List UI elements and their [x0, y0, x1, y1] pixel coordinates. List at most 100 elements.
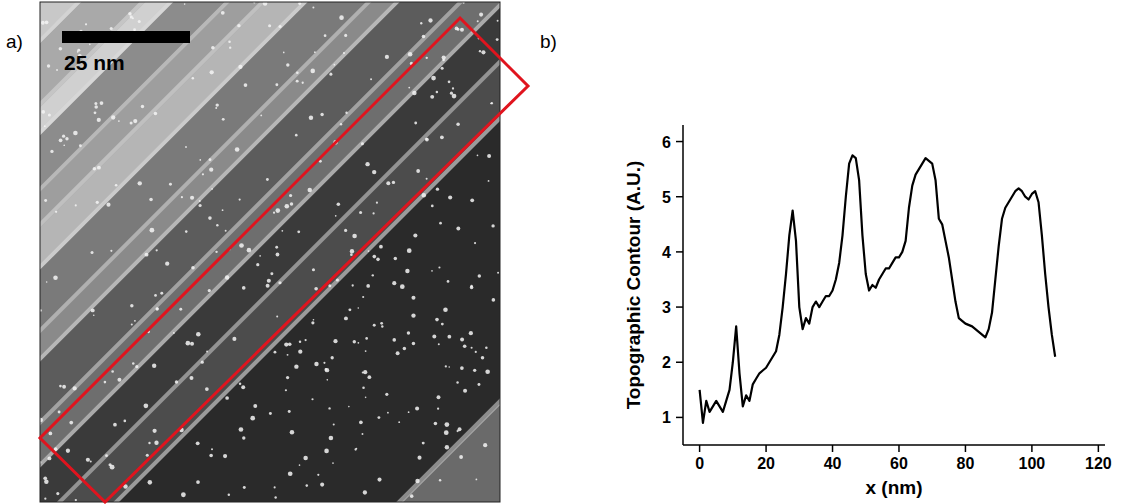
adsorbate [333, 423, 335, 425]
adsorbate [381, 325, 383, 327]
adsorbate [361, 142, 364, 145]
adsorbate [133, 119, 137, 123]
adsorbate [331, 356, 334, 359]
adsorbate [463, 344, 467, 348]
adsorbate [43, 476, 47, 480]
adsorbate [274, 486, 276, 488]
x-tick [832, 445, 834, 452]
adsorbate [146, 454, 149, 457]
adsorbate [148, 480, 153, 485]
adsorbate [266, 284, 270, 288]
scale-bar [62, 31, 190, 43]
adsorbate [270, 272, 273, 275]
adsorbate [202, 173, 204, 175]
adsorbate [496, 38, 499, 41]
adsorbate [66, 449, 70, 453]
adsorbate [41, 110, 45, 114]
adsorbate [189, 376, 193, 380]
adsorbate [460, 366, 464, 370]
y-tick [676, 141, 683, 143]
adsorbate [283, 52, 285, 54]
adsorbate [460, 338, 464, 342]
adsorbate [131, 324, 133, 326]
adsorbate [130, 121, 133, 124]
adsorbate [343, 52, 345, 54]
adsorbate [181, 492, 186, 497]
panel-label: b) [540, 31, 557, 52]
plot-area [700, 155, 1056, 423]
adsorbate [201, 361, 204, 364]
adsorbate [273, 212, 275, 214]
adsorbate [215, 107, 217, 109]
adsorbate [222, 209, 224, 211]
adsorbate [398, 421, 400, 423]
adsorbate [392, 181, 395, 184]
adsorbate [238, 65, 242, 69]
adsorbate [186, 341, 191, 346]
adsorbate [216, 224, 218, 226]
adsorbate [456, 381, 458, 383]
adsorbate [314, 362, 318, 366]
adsorbate [75, 499, 77, 501]
adsorbate [408, 87, 410, 89]
adsorbate [313, 319, 315, 321]
adsorbate [196, 332, 201, 337]
panel-label: a) [6, 31, 23, 52]
adsorbate [241, 385, 245, 389]
adsorbate [190, 342, 194, 346]
adsorbate [253, 404, 257, 408]
adsorbate [275, 83, 278, 86]
adsorbate [211, 46, 215, 50]
adsorbate [93, 167, 97, 171]
adsorbate [284, 342, 288, 346]
adsorbate [339, 15, 344, 20]
adsorbate [239, 427, 244, 432]
adsorbate [190, 196, 194, 200]
adsorbate [299, 340, 301, 342]
adsorbate [73, 386, 77, 390]
adsorbate [434, 422, 438, 426]
adsorbate [62, 385, 66, 389]
adsorbate [138, 181, 142, 185]
y-axis [682, 125, 684, 445]
adsorbate [418, 456, 422, 460]
adsorbate [256, 263, 259, 266]
adsorbate [144, 403, 149, 408]
adsorbate [481, 50, 485, 54]
adsorbate [117, 378, 121, 382]
adsorbate [303, 456, 308, 461]
adsorbate [475, 351, 477, 353]
adsorbate [394, 257, 397, 260]
adsorbate [56, 69, 58, 71]
adsorbate [44, 498, 46, 500]
adsorbate [110, 27, 113, 30]
adsorbate [91, 308, 95, 312]
adsorbate [106, 203, 110, 207]
adsorbates [40, 2, 499, 501]
adsorbate [41, 21, 45, 25]
adsorbate [320, 113, 323, 116]
adsorbate [311, 398, 313, 400]
adsorbate [97, 118, 101, 122]
adsorbate [89, 44, 91, 46]
adsorbate [135, 365, 138, 368]
y-tick [676, 361, 683, 363]
adsorbate [278, 281, 281, 284]
adsorbate [344, 34, 347, 37]
adsorbate [477, 154, 479, 156]
adsorbate [111, 115, 115, 119]
adsorbate [366, 284, 370, 288]
adsorbate [469, 331, 473, 335]
adsorbate [239, 198, 241, 200]
adsorbate [155, 307, 158, 310]
adsorbate [138, 20, 141, 23]
adsorbate [269, 412, 272, 415]
adsorbate [438, 343, 440, 345]
adsorbate [370, 78, 372, 80]
adsorbate [59, 47, 63, 51]
adsorbate [444, 430, 449, 435]
adsorbate [59, 385, 62, 388]
adsorbate [377, 478, 381, 482]
x-tick-label: 0 [695, 455, 704, 472]
x-tick-label: 20 [757, 455, 775, 472]
